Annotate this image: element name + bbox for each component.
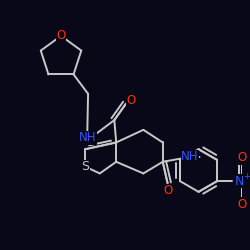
Text: NH: NH <box>181 150 198 164</box>
Text: N: N <box>234 175 244 188</box>
Text: S: S <box>81 160 89 173</box>
Text: O: O <box>238 152 247 164</box>
Text: O: O <box>126 94 136 107</box>
Text: O: O <box>56 30 66 43</box>
Text: +: + <box>244 172 250 181</box>
Text: NH: NH <box>78 131 96 144</box>
Text: O: O <box>238 198 247 211</box>
Text: O: O <box>163 184 172 197</box>
